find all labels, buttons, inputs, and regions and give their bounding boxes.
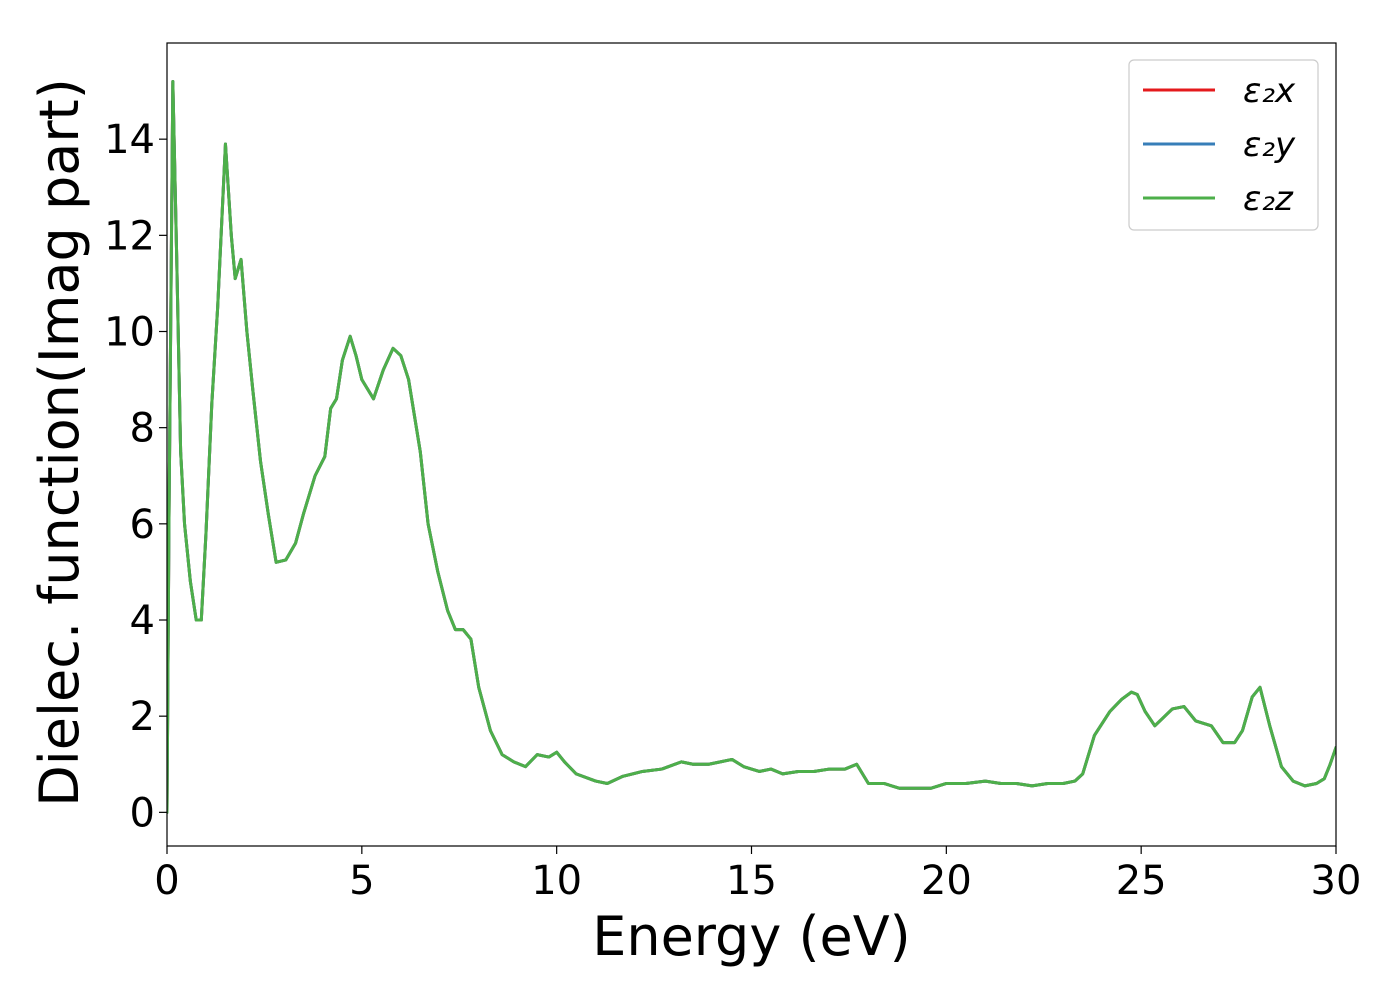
y-tick-label-5: 10 (104, 310, 155, 356)
axes-layer: 0 5 10 15 20 25 30 0 2 4 6 8 10 12 14 Energy (eV) Dielec… (28, 42, 1362, 968)
x-axis-label: Energy (eV) (592, 905, 911, 968)
y-tick-label-6: 12 (104, 213, 155, 259)
x-tick-label-4: 20 (921, 858, 972, 904)
legend-label-1: ε₂y (1243, 125, 1296, 165)
legend-label-0: ε₂x (1243, 71, 1296, 111)
y-tick-label-1: 2 (130, 694, 155, 740)
y-tick-label-0: 0 (130, 790, 155, 836)
y-axis-label: Dielec. function(Imag part) (28, 78, 91, 807)
x-tick-label-6: 30 (1311, 858, 1362, 904)
x-tick-label-2: 10 (531, 858, 582, 904)
x-tick-label-3: 15 (726, 858, 777, 904)
legend: ε₂x ε₂y ε₂z (1128, 59, 1319, 231)
x-tick-label-0: 0 (154, 858, 179, 904)
series-line-2 (167, 79, 1336, 814)
y-tick-label-7: 14 (104, 117, 155, 163)
y-tick-label-2: 4 (130, 598, 155, 644)
legend-box (1128, 59, 1319, 231)
legend-label-2: ε₂z (1243, 179, 1294, 219)
y-tick-label-3: 6 (130, 502, 155, 548)
series-layer (167, 79, 1336, 814)
x-tick-label-5: 25 (1116, 858, 1167, 904)
x-tick-label-1: 5 (349, 858, 374, 904)
y-tick-label-4: 8 (130, 406, 155, 452)
